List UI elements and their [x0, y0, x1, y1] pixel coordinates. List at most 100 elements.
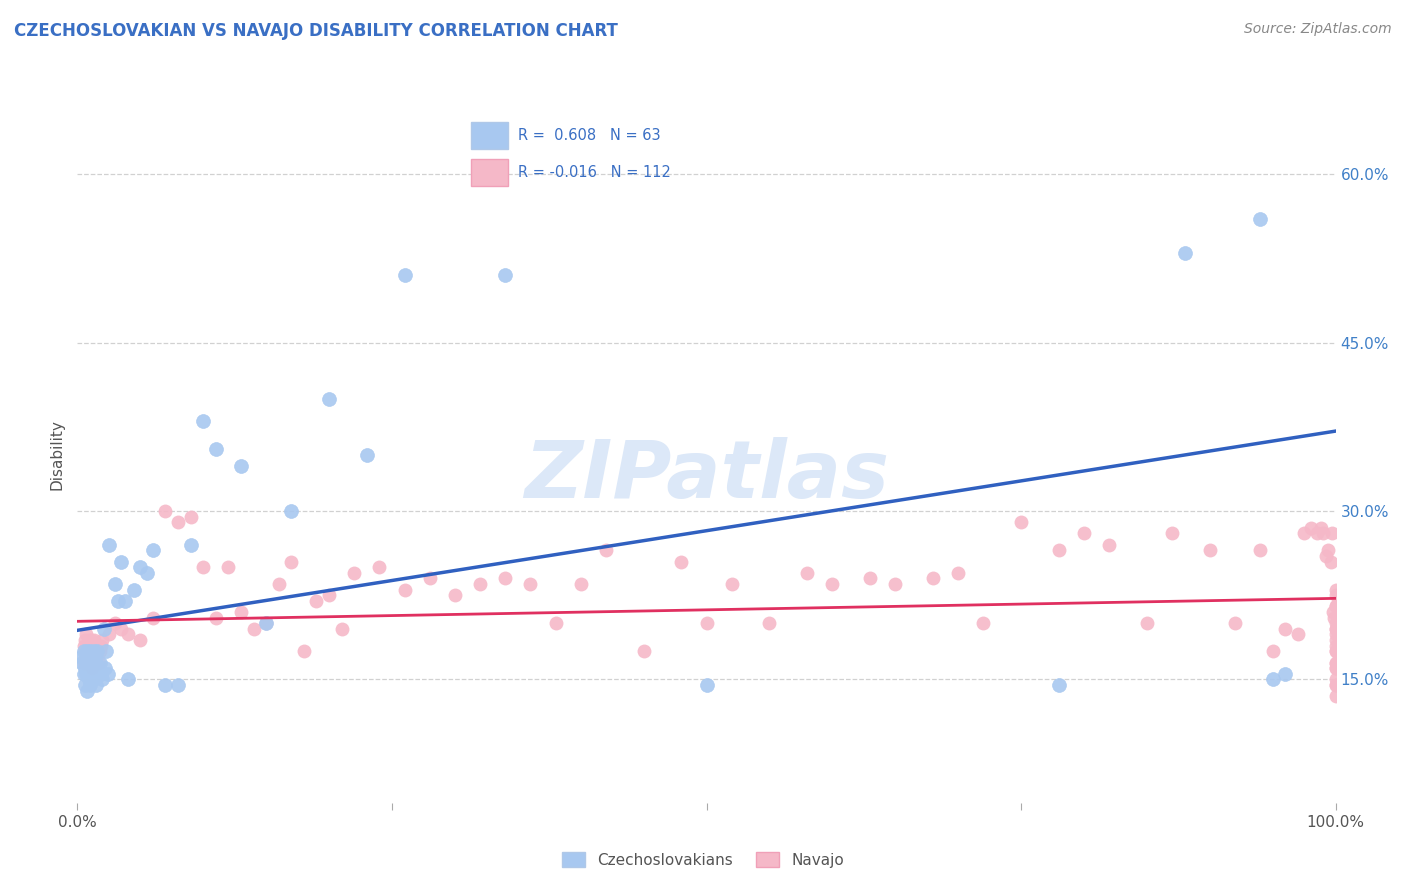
Point — [83, 633, 105, 648]
Point — [107, 594, 129, 608]
Point — [1324, 622, 1347, 636]
Point — [90, 639, 112, 653]
Point — [1324, 689, 1347, 703]
Point — [356, 448, 378, 462]
Point — [254, 616, 277, 631]
Point — [80, 649, 103, 664]
Point — [318, 588, 340, 602]
Point — [75, 627, 97, 641]
Point — [76, 656, 98, 670]
Point — [104, 577, 127, 591]
Point — [1323, 610, 1346, 624]
Point — [494, 571, 516, 585]
Point — [1098, 538, 1121, 552]
Point — [671, 555, 693, 569]
Point — [86, 644, 108, 658]
Point — [97, 538, 120, 552]
Point — [394, 268, 416, 283]
Point — [1324, 639, 1347, 653]
Point — [859, 571, 882, 585]
Point — [82, 656, 104, 670]
Point — [1324, 673, 1347, 687]
Point — [229, 605, 252, 619]
Point — [135, 566, 157, 580]
Point — [444, 588, 467, 602]
Point — [82, 661, 104, 675]
Point — [96, 666, 118, 681]
Point — [72, 639, 94, 653]
Point — [117, 627, 139, 641]
Point — [75, 656, 97, 670]
Point — [1317, 543, 1340, 558]
Text: Source: ZipAtlas.com: Source: ZipAtlas.com — [1244, 22, 1392, 37]
Point — [77, 633, 100, 648]
Point — [519, 577, 541, 591]
Point — [142, 543, 165, 558]
Point — [821, 577, 844, 591]
Point — [73, 678, 96, 692]
Point — [142, 610, 165, 624]
Point — [1161, 526, 1184, 541]
Point — [1199, 543, 1222, 558]
Point — [1073, 526, 1095, 541]
Point — [80, 633, 103, 648]
Point — [90, 666, 112, 681]
Text: CZECHOSLOVAKIAN VS NAVAJO DISABILITY CORRELATION CHART: CZECHOSLOVAKIAN VS NAVAJO DISABILITY COR… — [14, 22, 617, 40]
Point — [1223, 616, 1246, 631]
Point — [1324, 661, 1347, 675]
Point — [72, 656, 94, 670]
Point — [110, 555, 132, 569]
Point — [330, 622, 353, 636]
Point — [1319, 555, 1341, 569]
Point — [696, 616, 718, 631]
Point — [1274, 666, 1296, 681]
Point — [1320, 526, 1343, 541]
Point — [72, 656, 94, 670]
Point — [254, 616, 277, 631]
Point — [1322, 605, 1344, 619]
Point — [91, 673, 114, 687]
Point — [758, 616, 780, 631]
Point — [1324, 656, 1347, 670]
Point — [167, 678, 190, 692]
Point — [948, 566, 970, 580]
Point — [191, 414, 215, 428]
Point — [569, 577, 592, 591]
Point — [129, 560, 152, 574]
Point — [1324, 644, 1347, 658]
Point — [180, 538, 202, 552]
Point — [167, 515, 190, 529]
Point — [242, 622, 264, 636]
Point — [1309, 521, 1331, 535]
Point — [76, 639, 98, 653]
Point — [368, 560, 391, 574]
Point — [204, 442, 226, 457]
Point — [82, 644, 104, 658]
Point — [129, 633, 152, 648]
Point — [1324, 627, 1347, 641]
Point — [83, 661, 105, 675]
Point — [79, 656, 101, 670]
Point — [155, 504, 177, 518]
Point — [1324, 588, 1347, 602]
Point — [76, 644, 98, 658]
Point — [87, 656, 110, 670]
Point — [76, 683, 98, 698]
Point — [87, 661, 110, 675]
Point — [1324, 599, 1347, 614]
Point — [75, 649, 97, 664]
Point — [595, 543, 617, 558]
Point — [86, 666, 108, 681]
Point — [796, 566, 818, 580]
Point — [86, 644, 108, 658]
Legend: Czechoslovakians, Navajo: Czechoslovakians, Navajo — [554, 844, 852, 875]
Point — [97, 627, 120, 641]
Point — [191, 560, 215, 574]
Point — [1299, 521, 1322, 535]
Point — [89, 656, 111, 670]
Point — [394, 582, 416, 597]
Point — [77, 649, 100, 664]
Point — [117, 673, 139, 687]
Point — [114, 594, 136, 608]
Point — [204, 610, 226, 624]
